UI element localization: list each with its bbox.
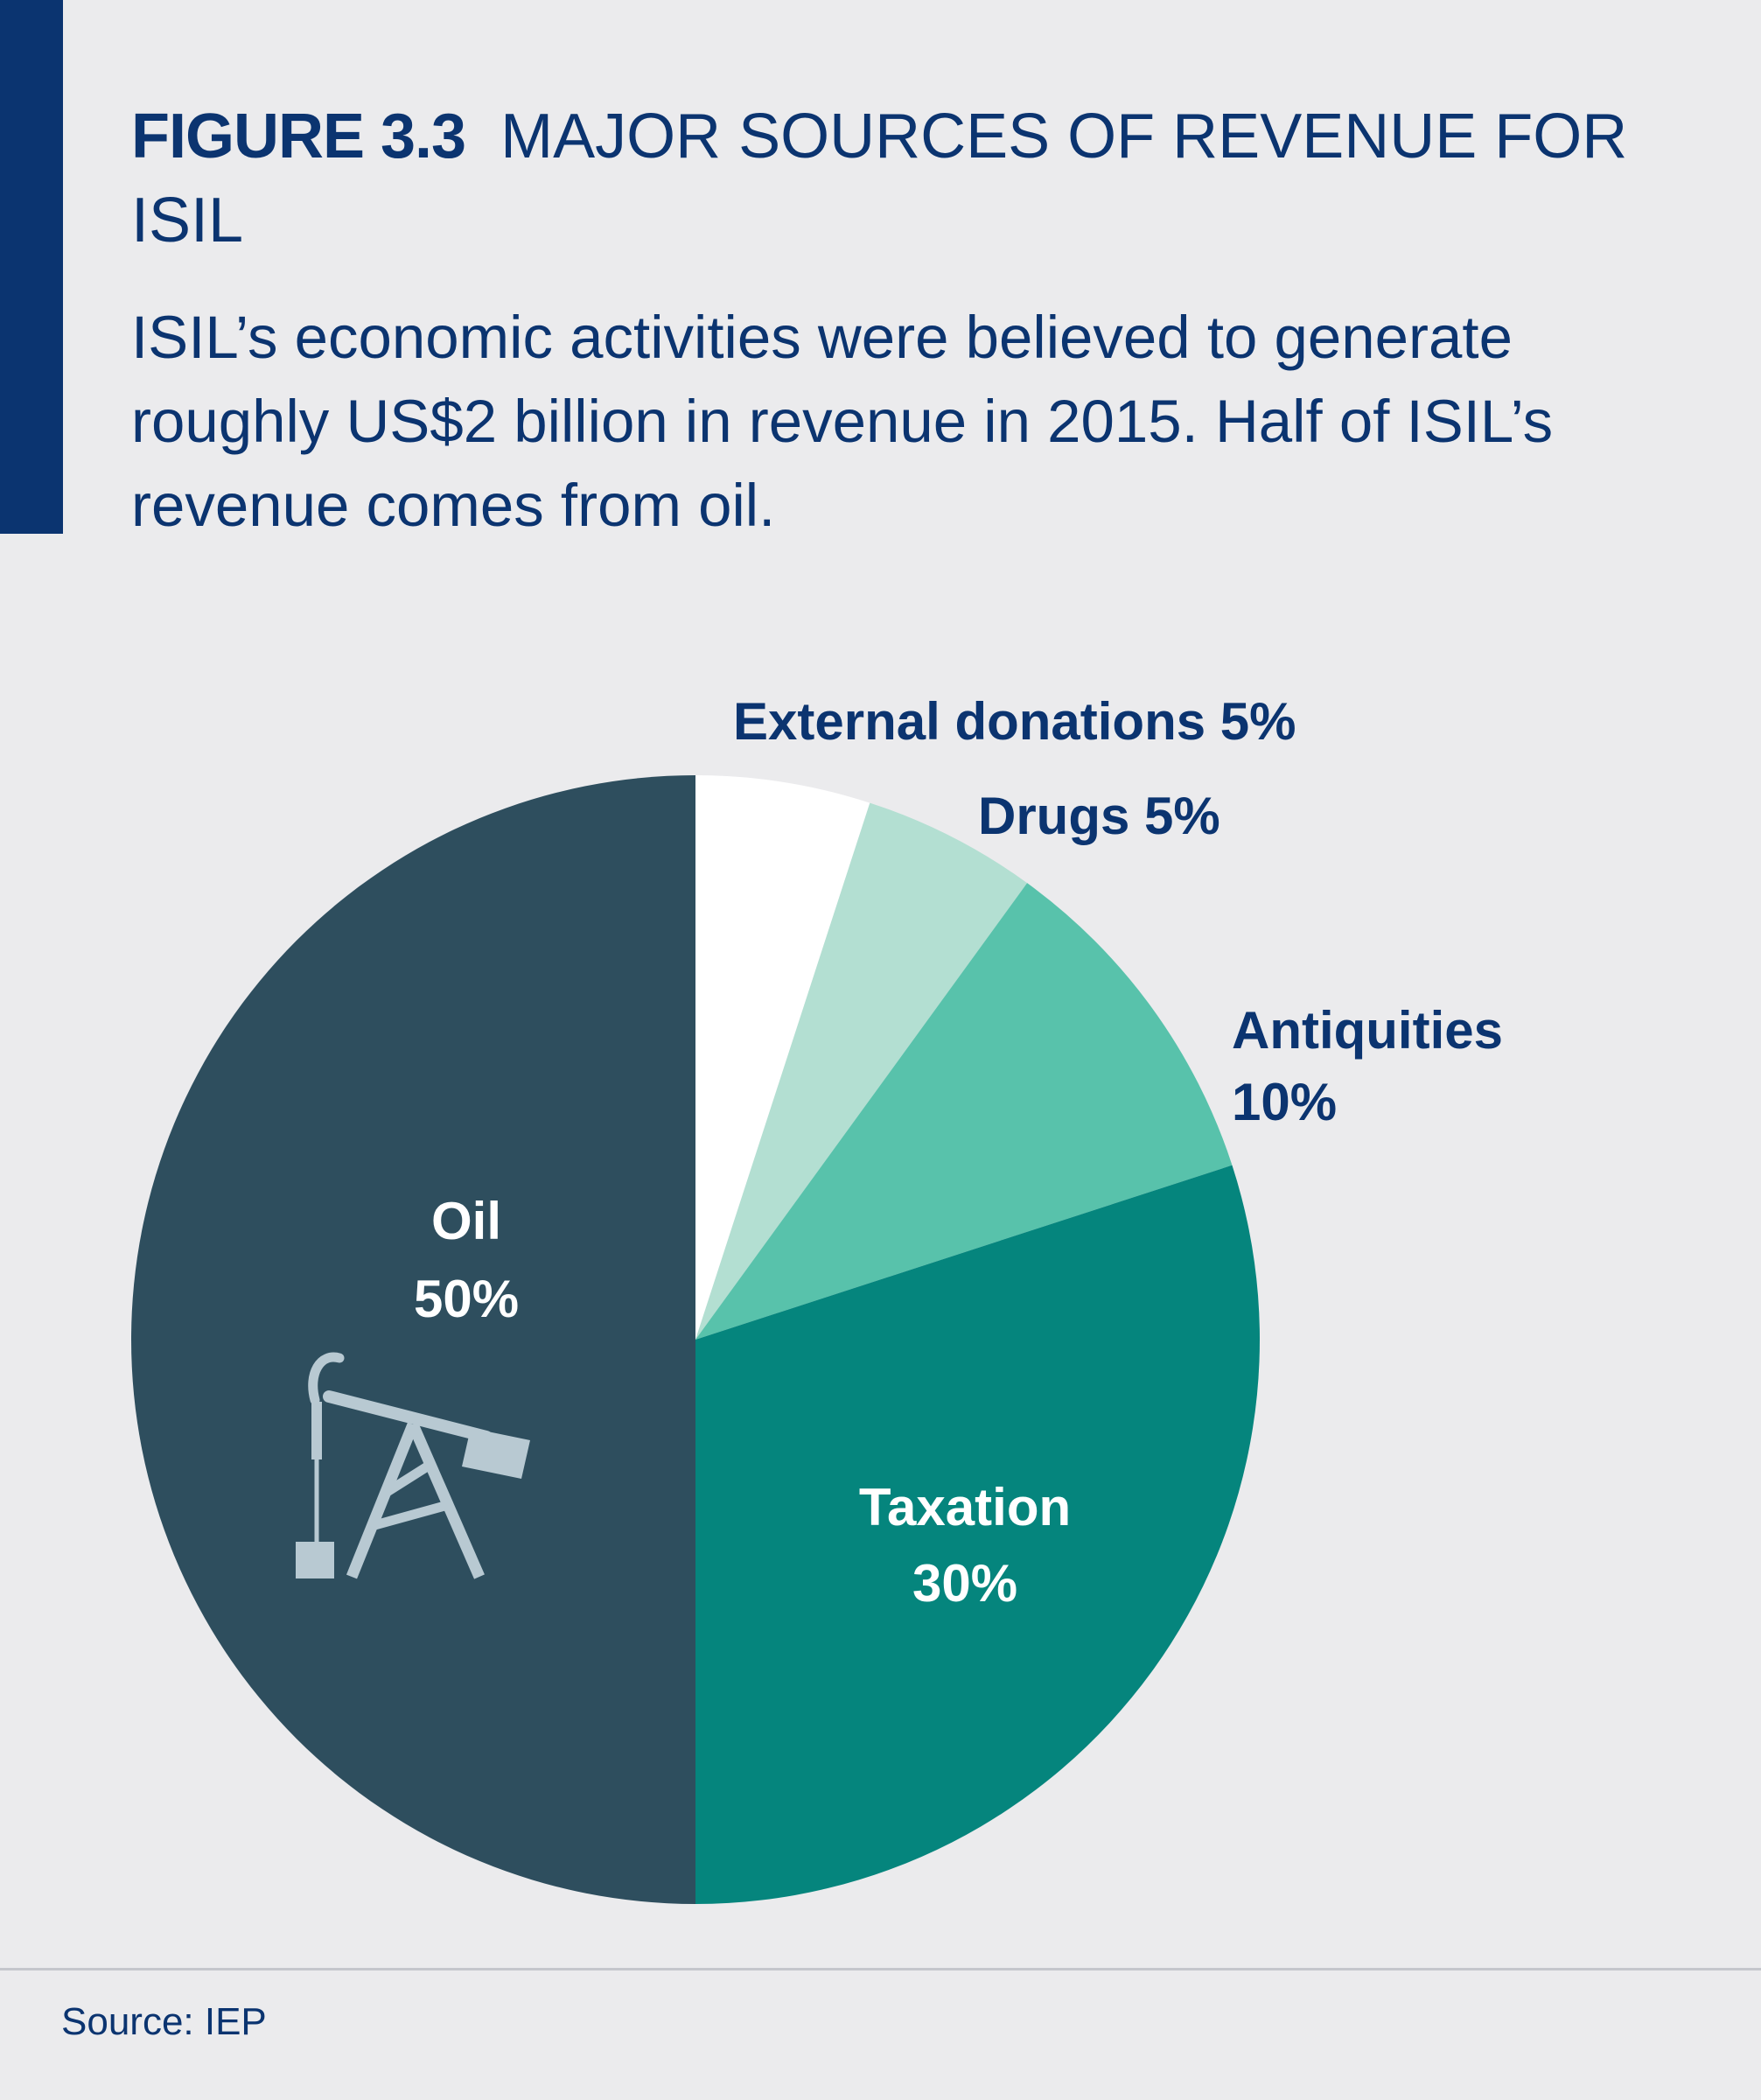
figure-title: MAJOR SOURCES OF REVENUE FOR ISIL [131,102,1628,256]
pie-slice-drugs [695,802,1028,1340]
slice-value-oil: 50% [414,1270,519,1328]
slice-value-antiquities: 10% [1232,1073,1337,1131]
slice-value-taxation: 30% [912,1554,1017,1613]
pie-slices [131,775,1260,1904]
footer-divider [0,1968,1761,1970]
accent-bar [0,0,63,534]
pie-slice-external-donations [695,775,870,1340]
pie-slice-antiquities [695,883,1233,1340]
slice-label-drugs: Drugs 5% [978,787,1220,845]
slice-label-external-donations: External donations 5% [733,692,1296,751]
figure-label: FIGURE 3.3 [131,102,466,172]
pie-labels: External donations 5% Drugs 5% Antiquities… [414,692,1503,1613]
chart-title: FIGURE 3.3 MAJOR SOURCES OF REVENUE FOR I… [131,94,1688,262]
oil-pump-jack-icon [296,1352,530,1579]
slice-label-antiquities: Antiquities [1232,1001,1503,1060]
slice-label-oil: Oil [431,1192,501,1250]
source-note: Source: IEP [61,2000,267,2043]
chart-subtitle: ISIL’s economic activities were believed… [131,304,1554,539]
slice-label-taxation: Taxation [859,1478,1071,1536]
pie-slice-taxation [695,1165,1260,1904]
pie-chart: External donations 5% Drugs 5% Antiquities… [131,692,1503,1904]
pie-slice-oil [131,775,695,1904]
